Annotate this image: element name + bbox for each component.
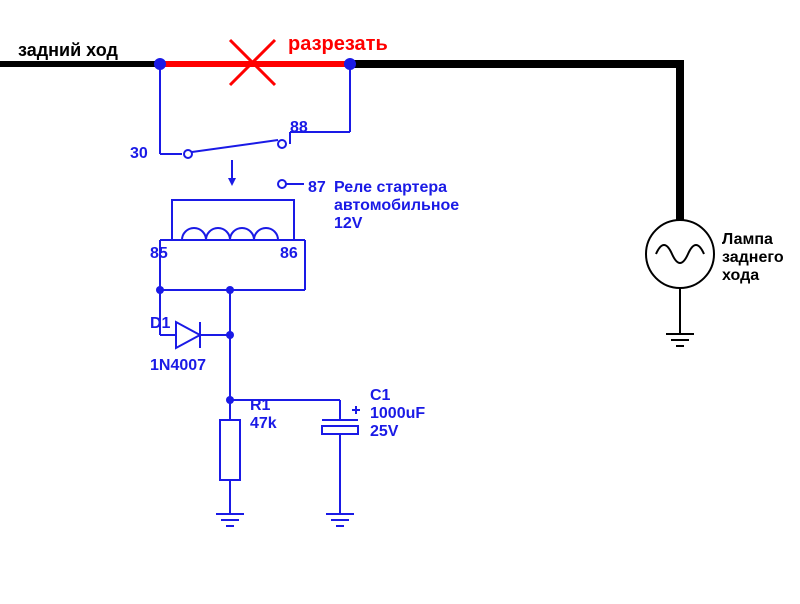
relay-desc-l3: 12V bbox=[334, 215, 363, 232]
ground-c1 bbox=[326, 500, 354, 526]
relay-pin85-label: 85 bbox=[150, 245, 168, 262]
relay bbox=[160, 140, 304, 240]
d1-label: D1 bbox=[150, 315, 171, 332]
d1-value: 1N4007 bbox=[150, 357, 206, 374]
circuit-diagram: 30 88 87 85 86 Реле стартера автомобильн… bbox=[0, 0, 800, 604]
c1-label: C1 bbox=[370, 387, 391, 404]
lamp-label-l3: хода bbox=[722, 267, 759, 284]
relay-desc-l2: автомобильное bbox=[334, 197, 459, 214]
r1-value: 47k bbox=[250, 415, 277, 432]
input-label: задний ход bbox=[18, 40, 118, 60]
capacitor-c1 bbox=[322, 400, 360, 500]
resistor-r1 bbox=[220, 400, 240, 500]
relay-desc-l1: Реле стартера bbox=[334, 179, 447, 196]
diode-d1 bbox=[160, 322, 230, 348]
c1-value-l1: 1000uF bbox=[370, 405, 425, 422]
cut-label: разрезать bbox=[288, 33, 388, 55]
ground-r1 bbox=[216, 500, 244, 526]
relay-pin87-label: 87 bbox=[308, 179, 326, 196]
c1-value-l2: 25V bbox=[370, 423, 399, 440]
lamp-label-l1: Лампа bbox=[722, 231, 773, 248]
ground-lamp bbox=[666, 320, 694, 346]
lamp-label-l2: заднего bbox=[722, 249, 784, 266]
relay-pin30-label: 30 bbox=[130, 145, 148, 162]
relay-pin86-label: 86 bbox=[280, 245, 298, 262]
relay-pin88-label: 88 bbox=[290, 119, 308, 136]
r1-label: R1 bbox=[250, 397, 271, 414]
lamp bbox=[646, 220, 714, 320]
